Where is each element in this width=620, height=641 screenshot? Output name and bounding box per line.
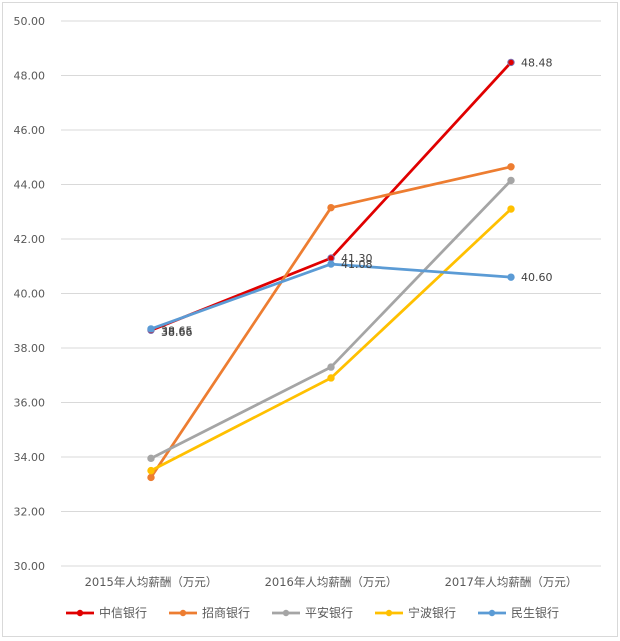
y-tick-label: 44.00: [14, 179, 46, 192]
legend-swatch-marker: [282, 609, 290, 617]
y-tick-label: 38.00: [14, 342, 46, 355]
y-tick-label: 32.00: [14, 506, 46, 519]
data-label: 40.60: [521, 271, 553, 284]
data-point: [147, 325, 155, 333]
y-tick-label: 30.00: [14, 560, 46, 573]
data-point: [507, 205, 515, 213]
legend-label: 招商银行: [202, 605, 250, 620]
legend-item-2: 平安银行: [272, 605, 353, 620]
legend-label: 平安银行: [305, 605, 353, 620]
data-point: [327, 203, 335, 212]
data-point: [507, 163, 515, 171]
series-points: [147, 58, 515, 482]
x-tick-label: 2017年人均薪酬（万元）: [445, 575, 578, 589]
x-axis: 2015年人均薪酬（万元） 2016年人均薪酬（万元） 2017年人均薪酬（万元）: [85, 575, 578, 589]
y-tick-label: 50.00: [14, 15, 46, 28]
x-tick-label: 2016年人均薪酬（万元）: [265, 575, 398, 589]
y-axis: 30.00 32.00 34.00 36.00 38.00 40.00 42.00 44.00…: [14, 15, 46, 573]
legend-label: 宁波银行: [408, 605, 456, 620]
legend-label: 中信银行: [99, 605, 147, 620]
legend-item-4: 民生银行: [478, 606, 559, 620]
x-tick-label: 2015年人均薪酬（万元）: [85, 575, 218, 589]
data-point: [327, 374, 335, 382]
data-label: 38.65: [161, 324, 193, 337]
data-point: [327, 363, 335, 371]
y-tick-label: 40.00: [14, 288, 46, 301]
legend-swatch-marker: [488, 609, 496, 617]
data-point: [147, 466, 155, 475]
data-point: [147, 454, 155, 463]
data-point: [147, 473, 155, 482]
data-point: [507, 58, 515, 67]
legend-swatch-marker: [76, 609, 84, 617]
data-label: 41.08: [341, 258, 373, 271]
legend-label: 民生银行: [511, 606, 559, 620]
y-tick-label: 36.00: [14, 397, 46, 410]
data-point: [507, 273, 515, 281]
y-tick-label: 34.00: [14, 451, 46, 464]
y-tick-label: 46.00: [14, 124, 46, 137]
data-label: 48.48: [521, 56, 553, 69]
legend-swatch-marker: [179, 609, 187, 617]
legend-swatch-marker: [385, 609, 393, 617]
legend-item-3: 宁波银行: [375, 605, 456, 620]
legend-item-1: 招商银行: [169, 605, 250, 620]
y-tick-label: 48.00: [14, 70, 46, 83]
data-point: [507, 176, 515, 185]
data-labels: 38.65 41.30 48.48 38.66 41.08 40.60: [161, 56, 553, 339]
legend: 中信银行 招商银行 平安银行 宁波银行 民生银行: [66, 605, 559, 620]
y-tick-label: 42.00: [14, 233, 46, 246]
data-label: 38.66: [161, 326, 193, 339]
data-point: [327, 254, 335, 262]
data-label: 41.30: [341, 252, 373, 265]
legend-item-0: 中信银行: [66, 605, 147, 620]
data-point: [327, 260, 335, 268]
